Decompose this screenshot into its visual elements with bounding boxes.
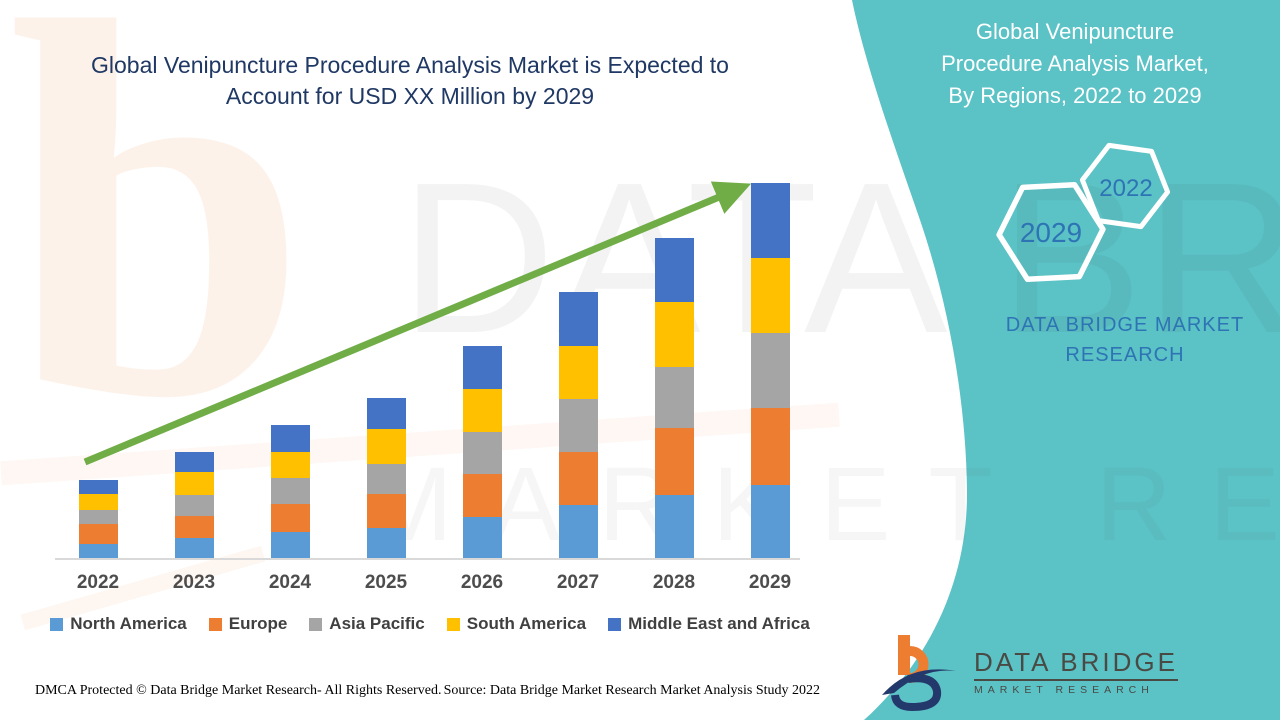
stacked-bar-2022 bbox=[78, 480, 118, 559]
legend-swatch-icon bbox=[50, 617, 64, 631]
x-axis-label-2025: 2025 bbox=[364, 572, 408, 593]
hexagon-2029-year: 2029 bbox=[1020, 217, 1082, 248]
bar-segment-south-america bbox=[78, 494, 118, 510]
legend-swatch-icon bbox=[208, 617, 222, 631]
chart-title: Global Venipuncture Procedure Analysis M… bbox=[55, 50, 765, 112]
legend-label: Asia Pacific bbox=[329, 614, 425, 633]
panel-heading-line3: By Regions, 2022 to 2029 bbox=[948, 83, 1202, 108]
chart-title-line2: Account for USD XX Million by 2029 bbox=[225, 83, 595, 109]
chart-legend: North America Europe Asia Pacific South Ame… bbox=[40, 614, 820, 634]
logo-text-block: DATA BRIDGE MARKET RESEARCH bbox=[974, 648, 1178, 696]
legend-label: Europe bbox=[228, 614, 288, 633]
chart-title-line1: Global Venipuncture Procedure Analysis M… bbox=[91, 52, 729, 78]
legend-item-north-america: North America bbox=[50, 614, 187, 634]
legend-label: Middle East and Africa bbox=[628, 614, 810, 633]
source-note: Source: Data Bridge Market Research Mark… bbox=[443, 683, 820, 698]
x-axis-line bbox=[55, 558, 800, 560]
bar-segment-north-america bbox=[558, 505, 598, 559]
bar-segment-asia-pacific bbox=[270, 478, 310, 504]
bar-segment-europe bbox=[78, 524, 118, 544]
bar-segment-south-america bbox=[750, 258, 790, 333]
legend-item-middle-east-and-africa: Middle East and Africa bbox=[608, 614, 810, 634]
bar-segment-north-america bbox=[174, 538, 214, 559]
bar-segment-asia-pacific bbox=[174, 495, 214, 516]
bar-segment-europe bbox=[174, 516, 214, 538]
bar-segment-europe bbox=[270, 504, 310, 532]
databridge-logo: DATA BRIDGE MARKET RESEARCH bbox=[880, 630, 1240, 714]
bar-segment-middle-east-and-africa bbox=[78, 480, 118, 494]
databridge-logo-icon bbox=[882, 635, 956, 711]
legend-swatch-icon bbox=[446, 617, 460, 631]
logo-name: DATA BRIDGE bbox=[974, 647, 1178, 677]
legend-swatch-icon bbox=[309, 617, 323, 631]
footer: DMCA Protected © Data Bridge Market Rese… bbox=[35, 683, 820, 699]
bar-segment-asia-pacific bbox=[78, 510, 118, 524]
logo-divider bbox=[974, 679, 1178, 681]
panel-heading: Global Venipuncture Procedure Analysis M… bbox=[880, 16, 1270, 112]
x-axis-label-2027: 2027 bbox=[556, 572, 600, 593]
legend-item-europe: Europe bbox=[208, 614, 288, 634]
bar-segment-europe bbox=[366, 494, 406, 528]
panel-heading-line1: Global Venipuncture bbox=[975, 19, 1175, 44]
hexagon-2022-icon bbox=[1079, 142, 1171, 230]
x-axis-label-2026: 2026 bbox=[460, 572, 504, 593]
bar-segment-asia-pacific bbox=[750, 333, 790, 408]
panel-heading-line2: Procedure Analysis Market, bbox=[941, 51, 1209, 76]
stacked-bar-2029 bbox=[750, 183, 790, 559]
legend-swatch-icon bbox=[608, 617, 622, 631]
bar-segment-north-america bbox=[366, 528, 406, 559]
x-axis-label-2028: 2028 bbox=[652, 572, 696, 593]
bar-segment-north-america bbox=[462, 517, 502, 559]
x-axis-label-2024: 2024 bbox=[268, 572, 312, 593]
x-axis-label-2029: 2029 bbox=[748, 572, 792, 593]
bar-segment-asia-pacific bbox=[366, 464, 406, 494]
legend-item-asia-pacific: Asia Pacific bbox=[309, 614, 425, 634]
hexagon-2029-icon bbox=[996, 181, 1106, 283]
bar-segment-europe bbox=[750, 408, 790, 485]
dmca-notice: DMCA Protected © Data Bridge Market Rese… bbox=[35, 683, 442, 698]
bar-segment-south-america bbox=[174, 472, 214, 495]
teal-panel-shape bbox=[852, 0, 1280, 720]
bar-segment-europe bbox=[462, 474, 502, 517]
bar-segment-middle-east-and-africa bbox=[750, 183, 790, 258]
bar-segment-north-america bbox=[654, 495, 694, 559]
bar-segment-north-america bbox=[270, 532, 310, 559]
bar-segment-north-america bbox=[78, 544, 118, 559]
legend-item-south-america: South America bbox=[446, 614, 587, 634]
bar-segment-north-america bbox=[750, 485, 790, 559]
brand-text: DATA BRIDGE MARKET RESEARCH bbox=[1005, 314, 1245, 366]
logo-subtitle: MARKET RESEARCH bbox=[974, 684, 1154, 696]
legend-label: South America bbox=[466, 614, 587, 633]
hexagon-2022-year: 2022 bbox=[1099, 175, 1152, 202]
legend-label: North America bbox=[70, 614, 187, 633]
x-axis-label-2023: 2023 bbox=[172, 572, 216, 593]
x-axis-label-2022: 2022 bbox=[76, 572, 120, 593]
